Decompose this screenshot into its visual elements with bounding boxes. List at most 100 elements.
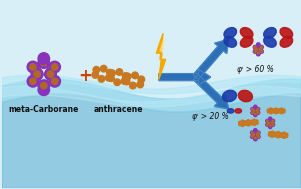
Circle shape xyxy=(254,112,257,115)
Text: φⁱ > 60 %: φⁱ > 60 % xyxy=(237,65,274,74)
Circle shape xyxy=(254,106,257,109)
Circle shape xyxy=(253,123,256,125)
Circle shape xyxy=(253,110,254,112)
Circle shape xyxy=(138,76,144,83)
Circle shape xyxy=(261,46,262,48)
Ellipse shape xyxy=(227,109,234,113)
Circle shape xyxy=(274,134,277,137)
Circle shape xyxy=(251,132,253,134)
Circle shape xyxy=(269,119,271,121)
Circle shape xyxy=(278,111,280,113)
Circle shape xyxy=(273,109,275,111)
Circle shape xyxy=(272,123,275,126)
Circle shape xyxy=(132,72,138,79)
Circle shape xyxy=(277,135,279,138)
Text: anthracene: anthracene xyxy=(94,105,143,114)
Circle shape xyxy=(254,114,257,117)
Polygon shape xyxy=(2,86,301,107)
Circle shape xyxy=(48,71,54,77)
Circle shape xyxy=(30,64,36,70)
Circle shape xyxy=(275,132,277,135)
Circle shape xyxy=(258,132,259,134)
Circle shape xyxy=(252,133,255,136)
Polygon shape xyxy=(2,75,301,94)
Circle shape xyxy=(266,124,268,125)
Ellipse shape xyxy=(280,36,293,47)
Circle shape xyxy=(256,43,260,46)
Circle shape xyxy=(256,109,259,112)
Circle shape xyxy=(267,121,270,124)
Circle shape xyxy=(275,108,277,110)
Circle shape xyxy=(257,107,260,111)
Circle shape xyxy=(271,135,273,137)
Circle shape xyxy=(268,122,269,124)
Circle shape xyxy=(250,122,252,125)
Circle shape xyxy=(278,109,280,111)
Circle shape xyxy=(272,109,274,111)
Circle shape xyxy=(285,133,288,136)
Circle shape xyxy=(259,48,261,50)
Circle shape xyxy=(244,121,247,123)
Circle shape xyxy=(272,120,274,122)
Circle shape xyxy=(252,133,255,136)
Circle shape xyxy=(256,110,258,112)
Circle shape xyxy=(124,73,131,80)
Circle shape xyxy=(253,50,257,53)
Circle shape xyxy=(241,124,244,126)
Circle shape xyxy=(123,78,130,85)
Circle shape xyxy=(27,76,39,87)
Circle shape xyxy=(268,122,269,124)
Circle shape xyxy=(257,108,259,110)
Circle shape xyxy=(270,108,272,110)
Circle shape xyxy=(252,109,255,112)
Circle shape xyxy=(272,124,274,125)
Circle shape xyxy=(281,112,283,114)
Circle shape xyxy=(256,52,260,56)
Circle shape xyxy=(250,120,253,123)
Circle shape xyxy=(259,48,262,51)
Circle shape xyxy=(250,131,254,134)
Circle shape xyxy=(274,132,276,135)
Circle shape xyxy=(269,117,272,120)
Circle shape xyxy=(31,69,43,80)
Circle shape xyxy=(260,50,263,53)
Circle shape xyxy=(45,69,56,80)
Circle shape xyxy=(49,76,61,87)
Circle shape xyxy=(121,78,128,84)
Circle shape xyxy=(279,135,282,137)
Circle shape xyxy=(278,109,280,111)
Circle shape xyxy=(272,111,274,113)
Circle shape xyxy=(271,122,273,124)
Circle shape xyxy=(268,132,271,134)
Ellipse shape xyxy=(264,36,276,47)
Circle shape xyxy=(266,120,268,122)
Circle shape xyxy=(266,123,269,126)
Polygon shape xyxy=(156,33,166,79)
Polygon shape xyxy=(159,69,211,85)
Circle shape xyxy=(277,132,280,134)
Circle shape xyxy=(251,136,253,138)
Circle shape xyxy=(253,119,255,122)
Circle shape xyxy=(278,111,280,113)
Circle shape xyxy=(137,81,144,88)
Circle shape xyxy=(255,48,257,50)
Circle shape xyxy=(254,105,257,108)
Ellipse shape xyxy=(238,90,253,102)
Circle shape xyxy=(256,120,258,122)
Circle shape xyxy=(267,109,269,111)
Circle shape xyxy=(109,70,115,76)
Ellipse shape xyxy=(240,36,253,47)
Circle shape xyxy=(257,52,259,54)
Circle shape xyxy=(268,134,271,136)
Circle shape xyxy=(256,134,258,136)
Circle shape xyxy=(106,74,112,81)
Circle shape xyxy=(239,121,241,124)
Circle shape xyxy=(98,76,105,82)
Circle shape xyxy=(27,61,39,73)
Text: meta-Carborane: meta-Carborane xyxy=(9,105,79,114)
Circle shape xyxy=(254,136,257,140)
Circle shape xyxy=(250,120,252,123)
Circle shape xyxy=(31,68,43,80)
Circle shape xyxy=(254,107,256,109)
Circle shape xyxy=(51,78,58,84)
